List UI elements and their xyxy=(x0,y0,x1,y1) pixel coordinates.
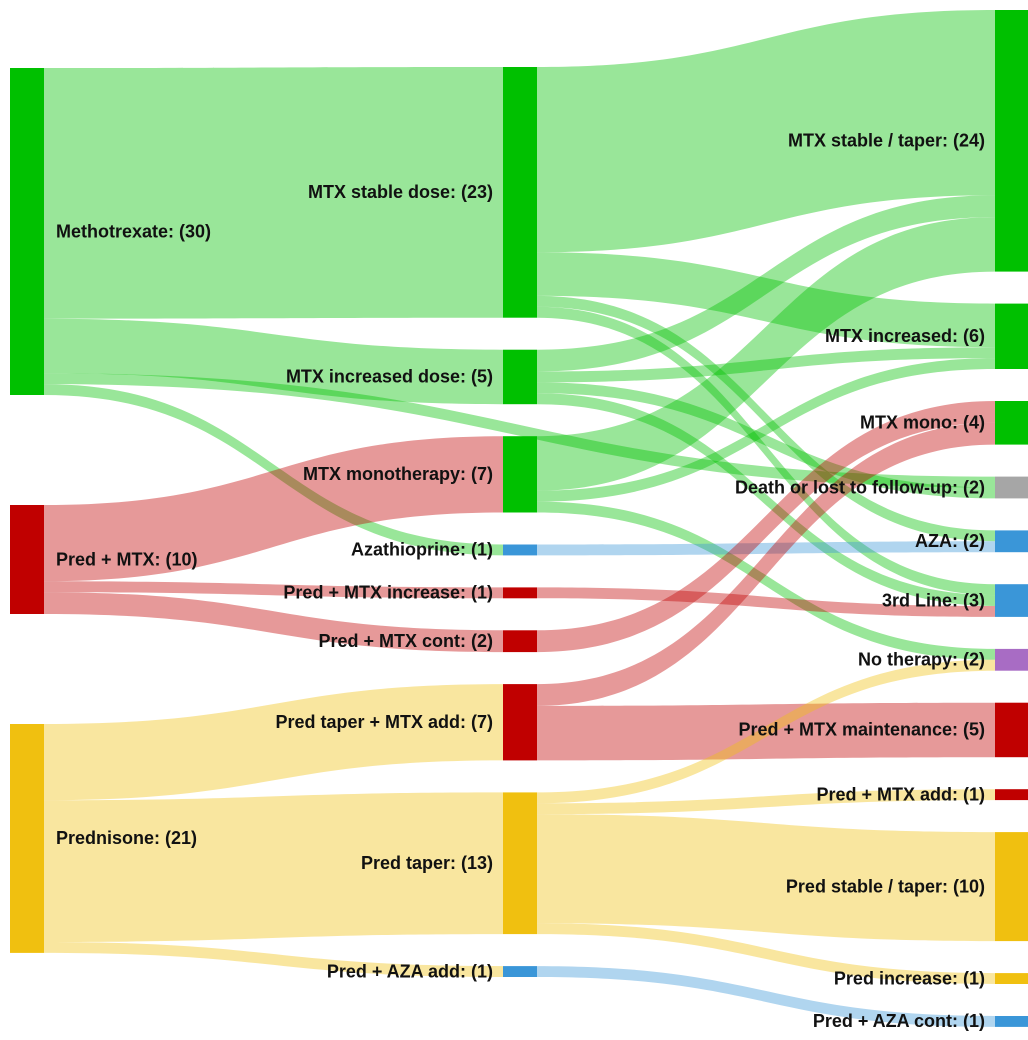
flow xyxy=(537,382,995,499)
flow xyxy=(537,217,995,491)
flow xyxy=(44,373,995,488)
node-label: AZA: (2) xyxy=(915,531,985,551)
flow xyxy=(537,401,995,653)
flow xyxy=(537,923,995,984)
node xyxy=(995,476,1028,499)
node xyxy=(10,68,44,395)
node-label: Pred increase: (1) xyxy=(834,968,985,988)
flow xyxy=(537,358,995,502)
labels: Methotrexate: (30) Pred + MTX: (10) Predni… xyxy=(56,131,985,1032)
node xyxy=(995,973,1028,984)
node-label: Prednisone: (21) xyxy=(56,828,197,848)
node-label: Pred stable / taper: (10) xyxy=(786,876,985,896)
flow xyxy=(537,966,995,1027)
flow xyxy=(537,789,995,815)
flow xyxy=(44,318,503,405)
node-label: MTX stable dose: (23) xyxy=(308,182,493,202)
node-label: Pred + MTX add: (1) xyxy=(816,784,985,804)
node xyxy=(503,544,537,556)
node xyxy=(995,303,1028,369)
node xyxy=(10,724,44,953)
flow xyxy=(537,295,995,542)
flow xyxy=(44,592,503,653)
node xyxy=(995,10,1028,272)
node xyxy=(995,584,1028,617)
flow xyxy=(44,684,503,801)
node-label: MTX mono: (4) xyxy=(860,413,985,433)
flow xyxy=(537,252,995,348)
flow xyxy=(44,384,503,556)
node xyxy=(503,966,537,977)
node-label: 3rd Line: (3) xyxy=(882,590,985,610)
node xyxy=(995,530,1028,553)
flow xyxy=(537,422,995,706)
node-label: Pred + MTX maintenance: (5) xyxy=(738,720,985,740)
flow xyxy=(537,195,995,372)
node-label: Pred + MTX increase: (1) xyxy=(283,583,493,603)
flow xyxy=(537,347,995,383)
node-label: Pred taper + MTX add: (7) xyxy=(275,712,493,732)
links xyxy=(44,10,995,1027)
node xyxy=(503,792,537,935)
node-label: MTX stable / taper: (24) xyxy=(788,131,985,151)
node xyxy=(10,505,44,614)
node xyxy=(995,1016,1028,1027)
flow xyxy=(537,659,995,804)
node-label: Pred + AZA cont: (1) xyxy=(813,1011,985,1031)
node xyxy=(503,587,537,599)
flow xyxy=(537,702,995,761)
node xyxy=(995,789,1028,801)
node xyxy=(503,67,537,318)
flow xyxy=(44,581,503,599)
node-label: MTX increased dose: (5) xyxy=(286,367,493,387)
flow xyxy=(537,501,995,660)
node-label: MTX increased: (6) xyxy=(825,326,985,346)
node xyxy=(995,401,1028,445)
node xyxy=(503,436,537,513)
node-label: Pred + MTX cont: (2) xyxy=(318,631,493,651)
node xyxy=(503,349,537,405)
flow xyxy=(537,10,995,253)
node-label: Pred taper: (13) xyxy=(361,853,493,873)
node-label: Death or lost to follow-up: (2) xyxy=(735,477,985,497)
node-label: No therapy: (2) xyxy=(858,650,985,670)
flow xyxy=(537,541,995,556)
node-label: Methotrexate: (30) xyxy=(56,221,211,241)
flow xyxy=(44,792,503,942)
node xyxy=(995,832,1028,942)
flow xyxy=(44,67,503,319)
node-label: Pred + AZA add: (1) xyxy=(327,961,493,981)
node xyxy=(503,630,537,653)
node-label: Azathioprine: (1) xyxy=(351,540,493,560)
nodes xyxy=(10,10,1028,1027)
flow xyxy=(537,306,995,596)
flow xyxy=(537,393,995,606)
node-label: MTX monotherapy: (7) xyxy=(303,464,493,484)
flow xyxy=(537,587,995,617)
flow xyxy=(537,814,995,942)
flow xyxy=(44,436,503,582)
node-label: Pred + MTX: (10) xyxy=(56,549,198,569)
flow xyxy=(44,942,503,977)
node xyxy=(995,648,1028,671)
node xyxy=(503,684,537,761)
node xyxy=(995,702,1028,758)
